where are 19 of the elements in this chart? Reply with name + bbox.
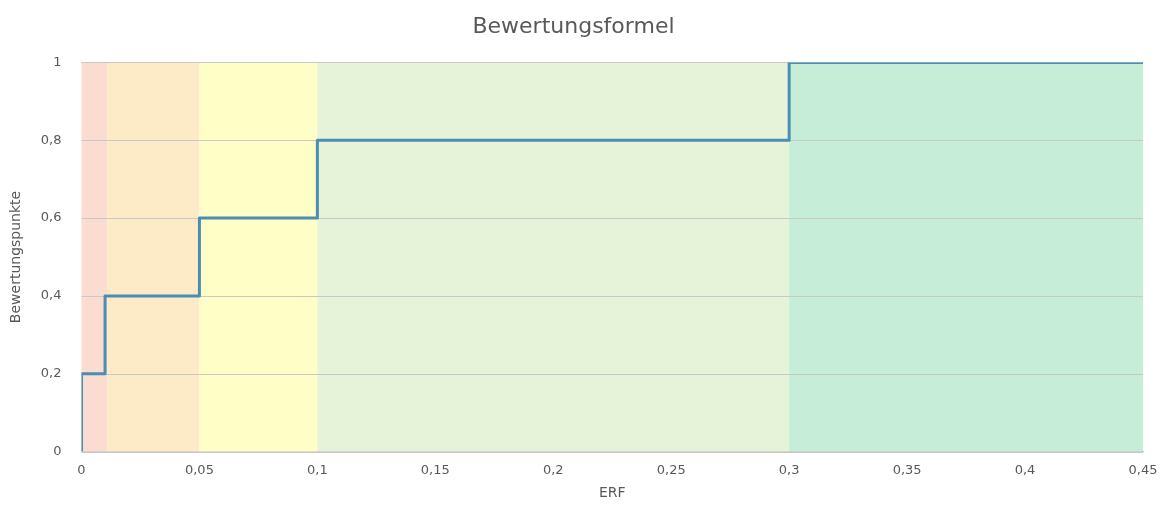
y-tick-label: 0,6 bbox=[40, 209, 62, 225]
y-tick-label: 1 bbox=[53, 53, 62, 69]
y-tick-label: 0,2 bbox=[40, 365, 62, 381]
x-tick-label: 0,1 bbox=[307, 461, 328, 477]
y-axis-title: Bewertungspunkte bbox=[7, 190, 24, 324]
x-tick-label: 0,05 bbox=[184, 461, 214, 477]
x-tick-label: 0,25 bbox=[656, 461, 686, 477]
x-tick-label: 0,45 bbox=[1128, 461, 1158, 477]
x-tick-label: 0,15 bbox=[420, 461, 450, 477]
x-axis-title: ERF bbox=[598, 484, 626, 501]
x-tick-label: 0,35 bbox=[892, 461, 922, 477]
y-tick-label: 0 bbox=[53, 442, 62, 458]
chart-title: Bewertungsformel bbox=[472, 12, 675, 38]
x-tick-label: 0,4 bbox=[1014, 461, 1036, 477]
x-tick-label: 0 bbox=[77, 461, 86, 477]
x-tick-label: 0,3 bbox=[778, 461, 800, 477]
x-tick-label: 0,2 bbox=[542, 461, 564, 477]
y-tick-label: 0,8 bbox=[40, 131, 62, 147]
y-tick-label: 0,4 bbox=[40, 287, 62, 303]
